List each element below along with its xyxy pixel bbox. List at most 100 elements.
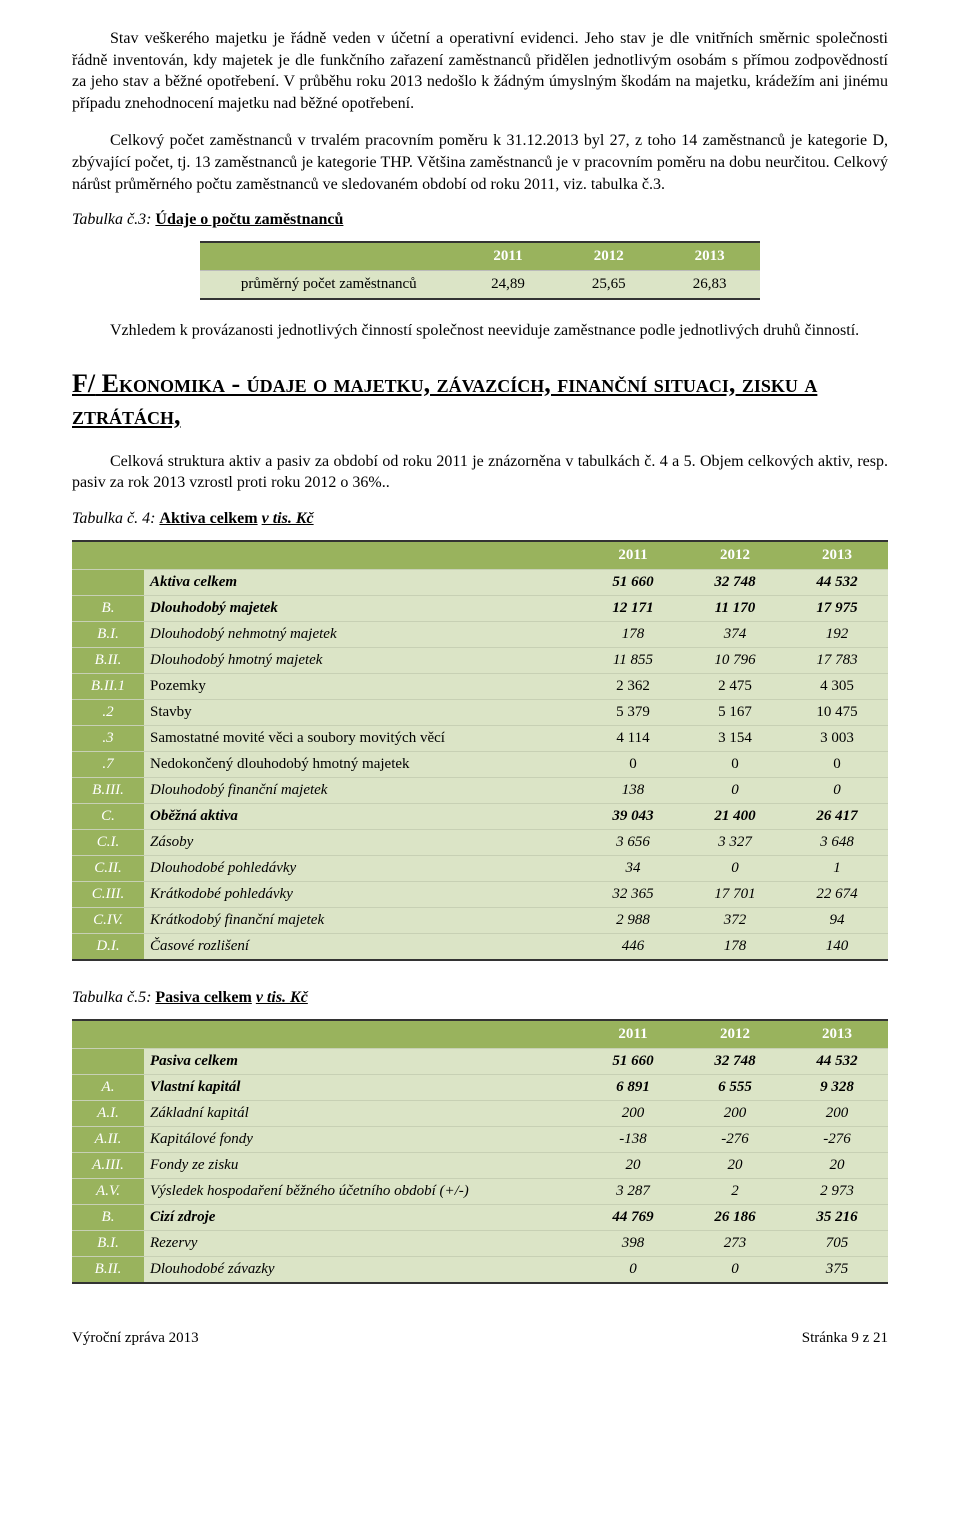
table-row: A.II.Kapitálové fondy-138-276-276 (72, 1126, 888, 1152)
row-value: 4 114 (582, 725, 684, 751)
row-value: 6 555 (684, 1074, 786, 1100)
row-value: 10 796 (684, 647, 786, 673)
table-row: A.I.Základní kapitál200200200 (72, 1100, 888, 1126)
row-code: B.I. (72, 621, 144, 647)
table4-hdr-code (72, 541, 144, 570)
table3-year-2: 2012 (558, 242, 659, 271)
row-code: A. (72, 1074, 144, 1100)
row-value: 11 170 (684, 595, 786, 621)
row-value: 20 (786, 1152, 888, 1178)
row-code: D.I. (72, 933, 144, 960)
table5-hdr-y2: 2012 (684, 1020, 786, 1049)
table3-caption-prefix: Tabulka č.3: (72, 211, 151, 228)
table4-hdr-y1: 2011 (582, 541, 684, 570)
row-value: 3 003 (786, 725, 888, 751)
table-row: Aktiva celkem51 66032 74844 532 (72, 569, 888, 595)
row-label: Fondy ze zisku (144, 1152, 582, 1178)
row-label: Nedokončený dlouhodobý hmotný majetek (144, 751, 582, 777)
row-label: Krátkodobý finanční majetek (144, 907, 582, 933)
row-value: 200 (786, 1100, 888, 1126)
row-value: 20 (582, 1152, 684, 1178)
table-row: B.III.Dlouhodobý finanční majetek13800 (72, 777, 888, 803)
row-value: 26 417 (786, 803, 888, 829)
table5-caption-suffix: v tis. Kč (256, 989, 308, 1007)
row-value: 3 327 (684, 829, 786, 855)
row-label: Dlouhodobý finanční majetek (144, 777, 582, 803)
row-label: Pozemky (144, 673, 582, 699)
row-value: 51 660 (582, 569, 684, 595)
table-row: C.II.Dlouhodobé pohledávky3401 (72, 855, 888, 881)
row-value: 4 305 (786, 673, 888, 699)
row-value: 21 400 (684, 803, 786, 829)
row-label: Samostatné movité věci a soubory movitýc… (144, 725, 582, 751)
section-f-heading: F/ Ekonomika - údaje o majetku, závazcíc… (72, 368, 888, 433)
row-value: 0 (786, 777, 888, 803)
row-code: .7 (72, 751, 144, 777)
row-value: 34 (582, 855, 684, 881)
row-value: 178 (684, 933, 786, 960)
row-value: -276 (684, 1126, 786, 1152)
row-value: 17 783 (786, 647, 888, 673)
row-code: C. (72, 803, 144, 829)
table3-row-label: průměrný počet zaměstnanců (200, 271, 458, 300)
row-label: Vlastní kapitál (144, 1074, 582, 1100)
table4-hdr-y2: 2012 (684, 541, 786, 570)
row-label: Dlouhodobý majetek (144, 595, 582, 621)
row-code: .3 (72, 725, 144, 751)
table-row: C.I.Zásoby3 6563 3273 648 (72, 829, 888, 855)
row-value: 0 (684, 855, 786, 881)
table-row: B.I.Rezervy398273705 (72, 1230, 888, 1256)
row-code: B.II.1 (72, 673, 144, 699)
row-value: 39 043 (582, 803, 684, 829)
table3-val-2: 25,65 (558, 271, 659, 300)
row-value: 1 (786, 855, 888, 881)
row-label: Výsledek hospodaření běžného účetního ob… (144, 1178, 582, 1204)
paragraph-3: Vzhledem k provázanosti jednotlivých čin… (72, 320, 888, 342)
row-code: B.II. (72, 647, 144, 673)
row-value: 2 988 (582, 907, 684, 933)
table4-caption-prefix: Tabulka č. 4: (72, 510, 155, 527)
row-value: 20 (684, 1152, 786, 1178)
row-label: Cizí zdroje (144, 1204, 582, 1230)
row-value: 705 (786, 1230, 888, 1256)
table5: 2011 2012 2013 Pasiva celkem51 66032 748… (72, 1019, 888, 1284)
row-code: B.III. (72, 777, 144, 803)
row-code: A.I. (72, 1100, 144, 1126)
row-label: Kapitálové fondy (144, 1126, 582, 1152)
table-row: .3Samostatné movité věci a soubory movit… (72, 725, 888, 751)
row-value: 6 891 (582, 1074, 684, 1100)
paragraph-4: Celková struktura aktiv a pasiv za obdob… (72, 451, 888, 494)
row-label: Zásoby (144, 829, 582, 855)
row-value: 3 287 (582, 1178, 684, 1204)
table5-hdr-y1: 2011 (582, 1020, 684, 1049)
row-label: Dlouhodobý hmotný majetek (144, 647, 582, 673)
section-f-lead: F/ (72, 369, 95, 398)
row-code: C.III. (72, 881, 144, 907)
row-value: 10 475 (786, 699, 888, 725)
row-value: 2 475 (684, 673, 786, 699)
paragraph-1: Stav veškerého majetku je řádně veden v … (72, 28, 888, 114)
table5-caption-prefix: Tabulka č.5: (72, 989, 151, 1006)
row-label: Základní kapitál (144, 1100, 582, 1126)
row-value: 446 (582, 933, 684, 960)
row-value: 5 379 (582, 699, 684, 725)
table-row: A.V.Výsledek hospodaření běžného účetníh… (72, 1178, 888, 1204)
row-value: 0 (684, 751, 786, 777)
row-label: Oběžná aktiva (144, 803, 582, 829)
paragraph-2: Celkový počet zaměstnanců v trvalém prac… (72, 130, 888, 195)
row-code: .2 (72, 699, 144, 725)
table-row: C.III.Krátkodobé pohledávky32 36517 7012… (72, 881, 888, 907)
table4-caption: Tabulka č. 4: Aktiva celkem v tis. Kč (72, 510, 888, 528)
row-value: -138 (582, 1126, 684, 1152)
row-value: 94 (786, 907, 888, 933)
row-code: C.I. (72, 829, 144, 855)
table5-caption-title: Pasiva celkem (155, 989, 251, 1007)
footer-left: Výroční zpráva 2013 (72, 1330, 199, 1347)
table-row: A.Vlastní kapitál6 8916 5559 328 (72, 1074, 888, 1100)
table5-caption: Tabulka č.5: Pasiva celkem v tis. Kč (72, 989, 888, 1007)
table-row: A.III.Fondy ze zisku202020 (72, 1152, 888, 1178)
row-code (72, 569, 144, 595)
row-value: 22 674 (786, 881, 888, 907)
row-value: 0 (684, 777, 786, 803)
row-value: 44 769 (582, 1204, 684, 1230)
